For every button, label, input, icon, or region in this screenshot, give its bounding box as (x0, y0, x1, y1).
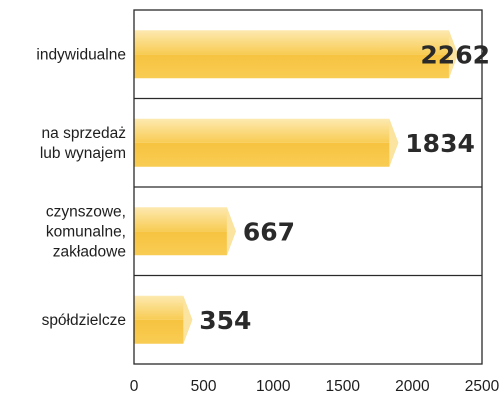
bar-end-cap (226, 207, 236, 256)
category-label: komunalne, (46, 223, 126, 240)
bar-bottom-face (134, 142, 399, 167)
plot-frame (133, 9, 483, 365)
category-label: spółdzielcze (42, 312, 126, 329)
category-label: indywidualne (36, 46, 126, 63)
data-label: 667 (243, 217, 295, 246)
category-label: lub wynajem (40, 145, 126, 162)
category-label: zakładowe (53, 243, 126, 260)
bar-bottom-face (134, 231, 236, 256)
data-label: 1834 (405, 129, 475, 158)
category-label: na sprzedaż (42, 125, 126, 142)
bar-top-face (134, 295, 193, 320)
x-tick-label: 1500 (326, 378, 361, 395)
x-tick-label: 500 (191, 378, 217, 395)
x-tick-label: 2000 (395, 378, 430, 395)
x-tick-label: 0 (130, 378, 139, 395)
bar-end-cap (389, 118, 399, 167)
bar-end-cap (183, 295, 193, 344)
data-label: 354 (199, 306, 251, 335)
x-tick-label: 1000 (256, 378, 291, 395)
x-tick-label: 2500 (465, 378, 500, 395)
bar-top-face (134, 30, 458, 55)
data-label: 2262 (420, 40, 490, 69)
bar-top-face (134, 118, 399, 143)
bar-bottom-face (134, 54, 458, 79)
bar-bottom-face (134, 319, 193, 344)
bar-end-cap (448, 30, 458, 79)
bar-top-face (134, 207, 236, 232)
category-label: czynszowe, (46, 203, 126, 220)
